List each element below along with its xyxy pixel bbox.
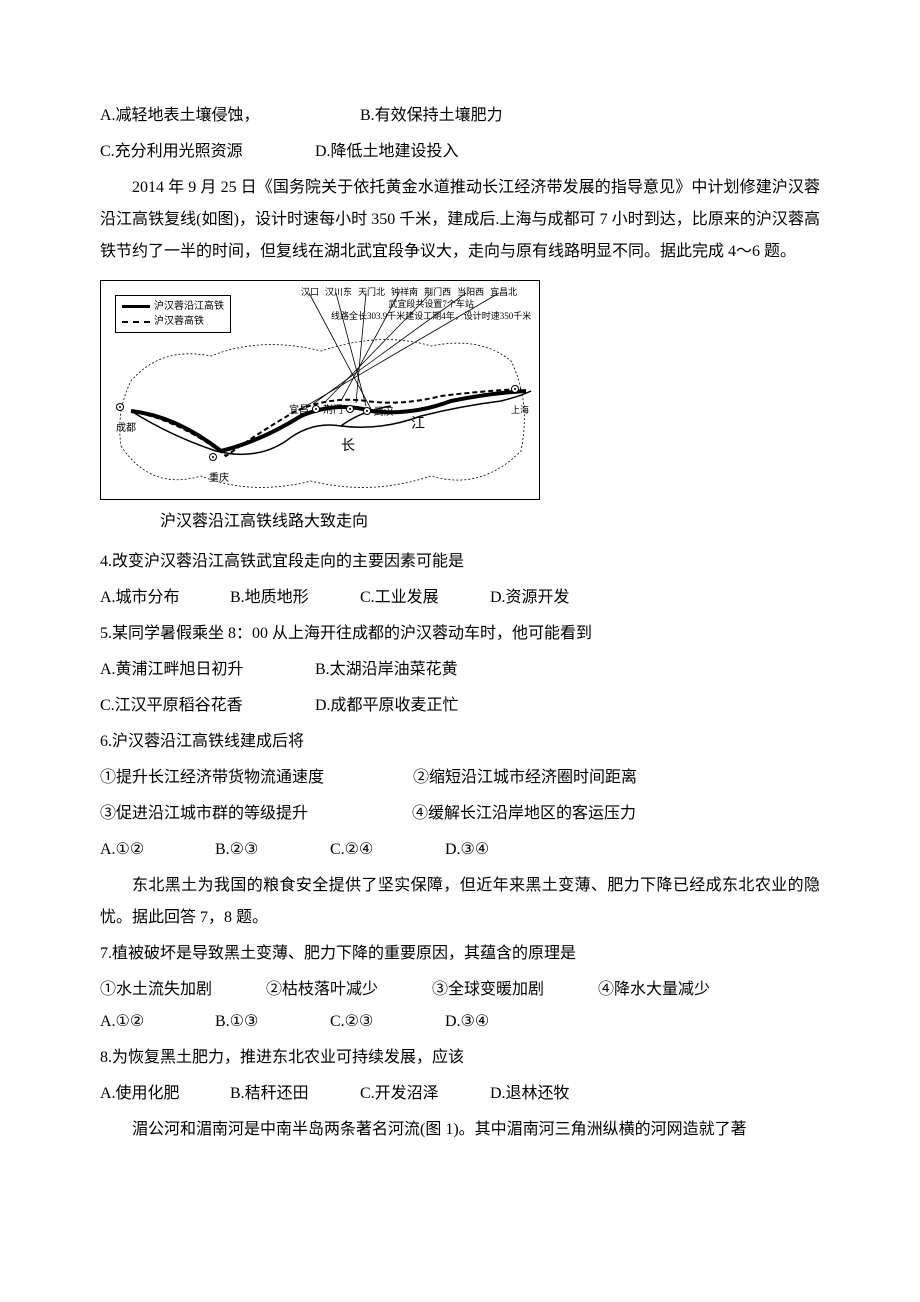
- q6-statements-row1: ①提升长江经济带货物流通速度 ②缩短沿江城市经济圈时间距离: [100, 762, 820, 798]
- q4-option-c: C.工业发展: [360, 582, 490, 614]
- q7-option-c: C.②③: [330, 1006, 445, 1038]
- map-svg: [101, 281, 541, 501]
- q3-option-d: D.降低土地建设投入: [315, 136, 459, 168]
- q4-option-b: B.地质地形: [230, 582, 360, 614]
- map-image: 沪汉蓉沿江高铁 沪汉蓉高铁 汉口 汉川东 天门北 钟祥南 荆门西 当阳西 宜昌北…: [100, 280, 540, 500]
- q3-option-c: C.充分利用光照资源: [100, 136, 315, 168]
- city-wuhan: 武汉: [363, 403, 394, 423]
- q7-statements: ①水土流失加剧 ②枯枝落叶减少 ③全球变暖加剧 ④降水大量减少: [100, 974, 820, 1006]
- q8-option-a: A.使用化肥: [100, 1078, 230, 1110]
- q6-s3: ③促进沿江城市群的等级提升: [100, 798, 308, 830]
- q4-option-a: A.城市分布: [100, 582, 230, 614]
- city-chongqing: 重庆: [209, 449, 229, 489]
- q6-option-a: A.①②: [100, 834, 215, 866]
- q6-options: A.①② B.②③ C.②④ D.③④: [100, 834, 820, 866]
- q7-options: A.①② B.①③ C.②③ D.③④: [100, 1006, 820, 1038]
- q3-option-a: A.减轻地表土壤侵蚀，: [100, 100, 360, 132]
- label-jiang: 江: [411, 411, 425, 439]
- q6-s2: ②缩短沿江城市经济圈时间距离: [413, 769, 637, 786]
- q5-text: 5.某同学暑假乘坐 8：00 从上海开往成都的沪汉蓉动车时，他可能看到: [100, 618, 820, 650]
- q3-option-b: B.有效保持土壤肥力: [360, 100, 503, 132]
- q7-s2: ②枯枝落叶减少: [266, 981, 378, 998]
- q7-option-b: B.①③: [215, 1006, 330, 1038]
- q7-option-a: A.①②: [100, 1006, 215, 1038]
- map-figure: 沪汉蓉沿江高铁 沪汉蓉高铁 汉口 汉川东 天门北 钟祥南 荆门西 当阳西 宜昌北…: [100, 280, 820, 538]
- q6-statements-row2: ③促进沿江城市群的等级提升 ④缓解长江沿岸地区的客运压力: [100, 798, 820, 834]
- q3-options-row1: A.减轻地表土壤侵蚀， B.有效保持土壤肥力: [100, 100, 820, 132]
- label-chang: 长: [341, 433, 355, 461]
- q8-options: A.使用化肥 B.秸秆还田 C.开发沼泽 D.退林还牧: [100, 1078, 820, 1110]
- q8-option-c: C.开发沼泽: [360, 1078, 490, 1110]
- q5-options-row1: A.黄浦江畔旭日初升 B.太湖沿岸油菜花黄: [100, 654, 820, 686]
- q6-option-d: D.③④: [445, 834, 575, 866]
- figure-caption: 沪汉蓉沿江高铁线路大致走向: [160, 506, 820, 538]
- passage-3: 湄公河和湄南河是中南半岛两条著名河流(图 1)。其中湄南河三角洲纵横的河网造就了…: [100, 1114, 820, 1146]
- q6-option-c: C.②④: [330, 834, 445, 866]
- q8-option-b: B.秸秆还田: [230, 1078, 360, 1110]
- q5-option-a: A.黄浦江畔旭日初升: [100, 654, 315, 686]
- q4-option-d: D.资源开发: [490, 582, 620, 614]
- q5-options-row2: C.江汉平原稻谷花香 D.成都平原收麦正忙: [100, 690, 820, 722]
- q8-option-d: D.退林还牧: [490, 1078, 620, 1110]
- city-jingmen: 荆门: [323, 401, 354, 421]
- passage-1: 2014 年 9 月 25 日《国务院关于依托黄金水道推动长江经济带发展的指导意…: [100, 172, 820, 268]
- city-shanghai: 上海: [511, 381, 529, 421]
- q6-s1: ①提升长江经济带货物流通速度: [100, 762, 324, 794]
- q5-option-c: C.江汉平原稻谷花香: [100, 690, 315, 722]
- q7-s4: ④降水大量减少: [598, 981, 710, 998]
- q6-option-b: B.②③: [215, 834, 330, 866]
- q7-option-d: D.③④: [445, 1006, 575, 1038]
- city-chengdu: 成都: [116, 399, 136, 439]
- city-yichang: 宜昌: [289, 401, 320, 421]
- q5-option-d: D.成都平原收麦正忙: [315, 690, 459, 722]
- q4-options: A.城市分布 B.地质地形 C.工业发展 D.资源开发: [100, 582, 820, 614]
- q4-text: 4.改变沪汉蓉沿江高铁武宜段走向的主要因素可能是: [100, 546, 820, 578]
- q6-s4: ④缓解长江沿岸地区的客运压力: [412, 805, 636, 822]
- q7-text: 7.植被破坏是导致黑土变薄、肥力下降的重要原因，其蕴含的原理是: [100, 938, 820, 970]
- q8-text: 8.为恢复黑土肥力，推进东北农业可持续发展，应该: [100, 1042, 820, 1074]
- q5-option-b: B.太湖沿岸油菜花黄: [315, 654, 458, 686]
- q6-text: 6.沪汉蓉沿江高铁线建成后将: [100, 726, 820, 758]
- q7-s1: ①水土流失加剧: [100, 981, 212, 998]
- q3-options-row2: C.充分利用光照资源 D.降低土地建设投入: [100, 136, 820, 168]
- passage-2: 东北黑土为我国的粮食安全提供了坚实保障，但近年来黑土变薄、肥力下降已经成东北农业…: [100, 870, 820, 934]
- q7-s3: ③全球变暖加剧: [432, 981, 544, 998]
